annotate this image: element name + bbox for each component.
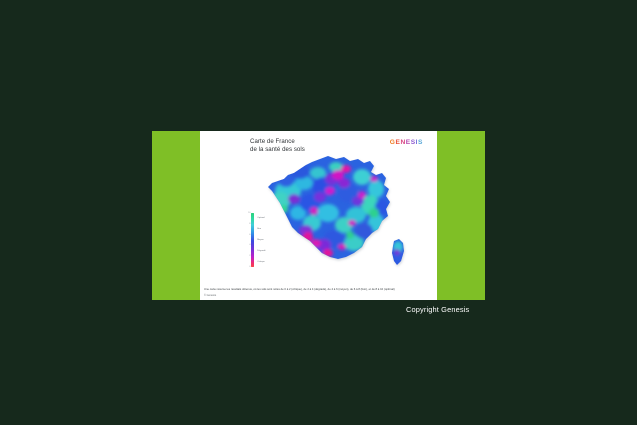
logo-letter-6: S: [418, 139, 423, 146]
logo-letter-5: I: [415, 139, 419, 146]
legend-tick: 10: [248, 212, 251, 214]
logo-letter-0: G: [389, 139, 396, 146]
legend-label: Moyen: [257, 239, 264, 241]
legend-tick: 2: [249, 255, 251, 258]
slide-copyright: © Genesis: [204, 294, 217, 297]
legend-tick: 0: [249, 266, 251, 268]
footer-copyright: Copyright Genesis: [406, 305, 470, 314]
france-soil-health-map: [258, 153, 410, 275]
page-title: Carte de France de la santé des sols: [250, 138, 305, 154]
legend-color-bar: [251, 213, 255, 267]
legend-label-column: Optimal Bon Moyen Dégradé Critique: [257, 213, 281, 267]
logo-letter-3: E: [405, 139, 411, 146]
map-stage: 10 8 6 4 2 0 Optimal Bon Moyen Dégradé Critique: [200, 155, 437, 274]
legend-label: Critique: [257, 260, 265, 263]
map-legend: 10 8 6 4 2 0 Optimal Bon Moyen Dégradé Critique: [245, 212, 281, 268]
legend-tick-column: 10 8 6 4 2 0: [245, 212, 251, 268]
legend-label: Bon: [257, 228, 262, 231]
caption-text: Une carte résume les résultats obtenus, …: [204, 288, 395, 292]
legend-tick: 8: [249, 222, 251, 225]
legend-label: Dégradé: [257, 249, 266, 252]
slide-left-green-bar: [152, 131, 200, 300]
logo-letter-4: S: [410, 139, 416, 146]
logo-letter-1: E: [395, 139, 401, 146]
slide-right-green-bar: [437, 131, 485, 300]
legend-tick: 4: [249, 244, 251, 247]
caption-block: Une carte résume les résultats obtenus, …: [204, 288, 431, 297]
legend-label: Optimal: [257, 217, 265, 220]
legend-tick: 6: [249, 233, 251, 236]
logo-letter-2: N: [400, 139, 406, 146]
